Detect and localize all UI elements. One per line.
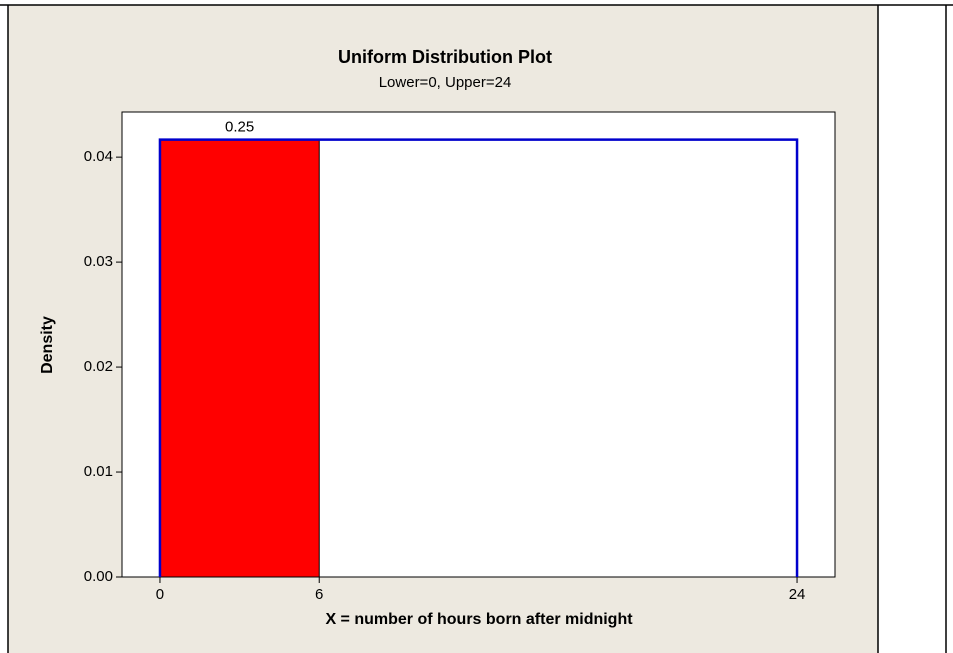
y-tick-label: 0.02 [84, 358, 113, 375]
x-tick-label: 24 [789, 586, 806, 603]
shaded-area-label: 0.25 [225, 119, 254, 136]
chart-title: Uniform Distribution Plot [338, 47, 552, 67]
y-tick-label: 0.01 [84, 463, 113, 480]
y-tick-label: 0.00 [84, 568, 113, 585]
chart-subtitle: Lower=0, Upper=24 [379, 74, 512, 91]
density-line [158, 138, 799, 577]
y-axis-label: Density [39, 316, 56, 374]
x-axis-label: X = number of hours born after midnight [325, 611, 633, 628]
x-tick-label: 6 [315, 586, 323, 603]
x-tick-label: 0 [156, 586, 164, 603]
y-tick-label: 0.04 [84, 148, 113, 165]
shaded-region [159, 139, 320, 578]
y-tick-label: 0.03 [84, 253, 113, 270]
